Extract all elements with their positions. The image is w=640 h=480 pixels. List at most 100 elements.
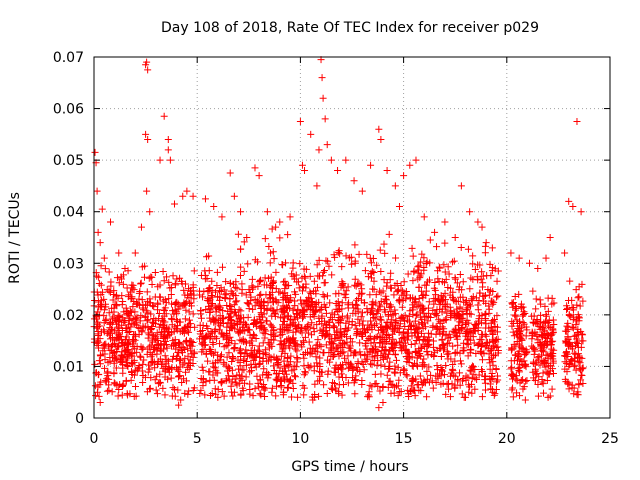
data-point: [144, 368, 152, 376]
data-point: [291, 288, 299, 296]
data-point: [261, 384, 269, 392]
data-point: [575, 317, 583, 325]
data-point: [541, 302, 549, 310]
data-point: [438, 297, 446, 305]
data-point: [544, 307, 552, 315]
data-point: [537, 342, 545, 350]
data-point: [475, 297, 483, 305]
x-tick-label: 10: [291, 431, 309, 447]
data-point: [175, 372, 183, 380]
data-point: [94, 337, 102, 345]
data-point: [574, 388, 582, 396]
data-point: [93, 288, 101, 296]
data-point: [132, 321, 140, 329]
data-point: [411, 348, 419, 356]
data-point: [517, 300, 525, 308]
data-point: [406, 322, 414, 330]
data-point: [550, 299, 558, 307]
data-point: [261, 235, 269, 243]
data-point: [315, 298, 323, 306]
data-point: [394, 392, 402, 400]
data-point: [354, 307, 362, 315]
data-point: [136, 352, 144, 360]
data-point: [96, 360, 104, 368]
data-point: [320, 381, 328, 389]
data-point: [377, 297, 385, 305]
data-point: [190, 350, 198, 358]
data-point: [360, 325, 368, 333]
x-tick-label: 25: [601, 431, 619, 447]
data-point: [376, 301, 384, 309]
data-point: [541, 363, 549, 371]
data-point: [411, 295, 419, 303]
data-point: [490, 391, 498, 399]
data-point: [199, 379, 207, 387]
data-point: [147, 353, 155, 361]
data-point: [576, 302, 584, 310]
y-axis-label: ROTI / TECUs: [7, 192, 23, 284]
data-point: [144, 136, 152, 144]
data-point: [565, 297, 573, 305]
data-point: [392, 317, 400, 325]
data-point: [466, 310, 474, 318]
data-point: [163, 332, 171, 340]
data-point: [387, 319, 395, 327]
data-point: [250, 356, 258, 364]
data-point: [268, 225, 276, 233]
data-point: [359, 332, 367, 340]
data-point: [488, 297, 496, 305]
data-point: [303, 298, 311, 306]
data-point: [115, 343, 123, 351]
data-point: [370, 313, 378, 321]
data-point: [577, 208, 585, 216]
data-point: [156, 355, 164, 363]
data-point: [362, 329, 370, 337]
data-point: [95, 298, 103, 306]
data-point: [300, 338, 308, 346]
data-point: [442, 275, 450, 283]
data-point: [96, 303, 104, 311]
data-point: [181, 315, 189, 323]
data-point: [570, 390, 578, 398]
data-point: [460, 298, 468, 306]
data-point: [539, 346, 547, 354]
data-point: [246, 368, 254, 376]
data-point: [413, 381, 421, 389]
data-point: [269, 294, 277, 302]
data-point: [416, 301, 424, 309]
data-point: [443, 300, 451, 308]
data-point: [272, 369, 280, 377]
data-point: [339, 361, 347, 369]
data-point: [457, 182, 465, 190]
data-point: [453, 279, 461, 287]
data-point: [510, 332, 518, 340]
y-tick-label: 0.06: [53, 102, 84, 118]
data-point: [309, 310, 317, 318]
data-point: [223, 302, 231, 310]
data-point: [314, 348, 322, 356]
data-point: [167, 315, 175, 323]
data-point: [96, 239, 104, 247]
data-point: [456, 270, 464, 278]
data-point: [349, 309, 357, 317]
data-point: [481, 242, 489, 250]
data-point: [119, 340, 127, 348]
data-point: [516, 334, 524, 342]
data-point: [575, 358, 583, 366]
data-point: [222, 362, 230, 370]
data-point: [206, 391, 214, 399]
data-point: [315, 256, 323, 264]
data-point: [447, 355, 455, 363]
data-point: [390, 368, 398, 376]
data-point: [511, 351, 519, 359]
data-point: [424, 351, 432, 359]
data-point: [226, 169, 234, 177]
data-point: [329, 322, 337, 330]
data-point: [481, 386, 489, 394]
data-point: [343, 338, 351, 346]
data-point: [95, 273, 103, 281]
data-point: [216, 322, 224, 330]
data-point: [340, 348, 348, 356]
data-point: [261, 392, 269, 400]
data-point: [550, 369, 557, 377]
